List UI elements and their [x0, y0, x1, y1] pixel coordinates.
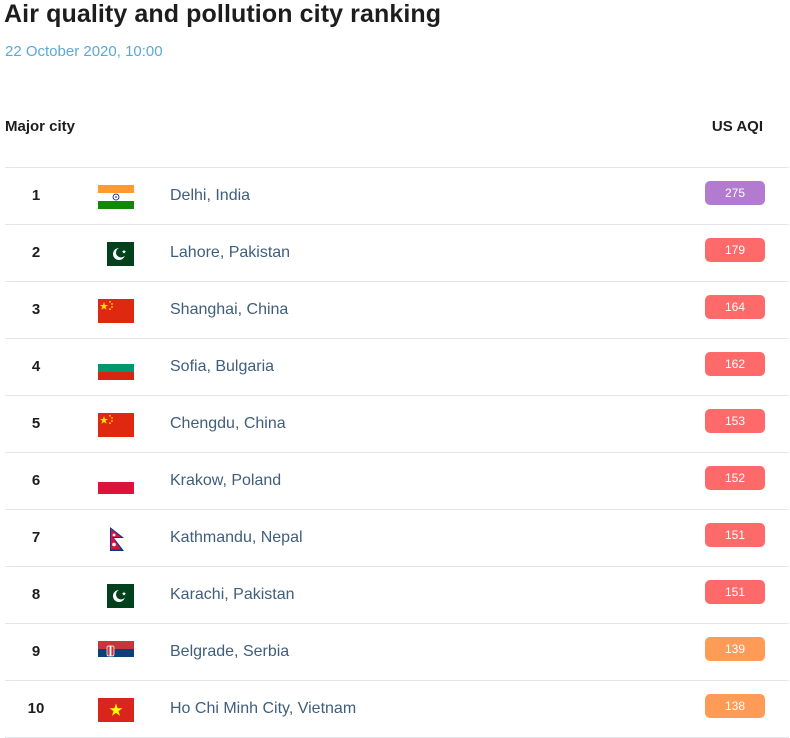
flag-pakistan-icon: [98, 584, 134, 608]
rank-number: 9: [31, 643, 41, 660]
flag-china-icon: [98, 413, 134, 437]
flag-vietnam-icon: [98, 698, 134, 722]
city-link[interactable]: Belgrade, Serbia: [170, 643, 290, 660]
flag-india-icon: [98, 185, 134, 209]
rank-number: 3: [31, 301, 41, 318]
aqi-badge: 275: [705, 181, 765, 205]
aqi-badge: 164: [705, 295, 765, 319]
city-link[interactable]: Ho Chi Minh City, Vietnam: [170, 700, 357, 717]
flag-pakistan-icon: [98, 242, 134, 266]
aqi-badge: 151: [705, 580, 765, 604]
aqi-badge: 162: [705, 352, 765, 376]
aqi-badge: 179: [705, 238, 765, 262]
city-link[interactable]: Krakow, Poland: [170, 472, 282, 489]
aqi-badge: 153: [705, 409, 765, 433]
rank-number: 10: [27, 700, 45, 717]
flag-bulgaria-icon: [98, 356, 134, 380]
table-row[interactable]: 6 Krakow, Poland 152: [5, 453, 789, 510]
flag-nepal-icon: [98, 527, 134, 551]
rank-number: 4: [31, 358, 41, 375]
city-link[interactable]: Sofia, Bulgaria: [170, 358, 275, 375]
city-link[interactable]: Delhi, India: [170, 187, 251, 204]
table-row[interactable]: 9 Belgrade, Serbia 139: [5, 624, 789, 681]
table-row[interactable]: 8 Karachi, Pakistan 151: [5, 567, 789, 624]
aqi-badge: 138: [705, 694, 765, 718]
column-header-city[interactable]: Major city: [5, 118, 76, 135]
city-link[interactable]: Karachi, Pakistan: [170, 586, 295, 603]
table-row[interactable]: 4 Sofia, Bulgaria 162: [5, 339, 789, 396]
city-link[interactable]: Lahore, Pakistan: [170, 244, 291, 261]
flag-poland-icon: [98, 470, 134, 494]
table-row[interactable]: 3 Shanghai, China 164: [5, 282, 789, 339]
aqi-badge: 152: [705, 466, 765, 490]
flag-serbia-icon: [98, 641, 134, 665]
table-row[interactable]: 7 Kathmandu, Nepal 151: [5, 510, 789, 567]
aqi-badge: 139: [705, 637, 765, 661]
city-link[interactable]: Shanghai, China: [170, 301, 289, 318]
rank-number: 1: [31, 187, 41, 204]
city-link[interactable]: Chengdu, China: [170, 415, 286, 432]
rank-number: 6: [31, 472, 41, 489]
rank-number: 5: [31, 415, 41, 432]
city-link[interactable]: Kathmandu, Nepal: [170, 529, 303, 546]
ranking-table: 1 Delhi, India 275 2 Lahore, Pakistan 179 3 Sha…: [5, 167, 789, 738]
rank-number: 2: [31, 244, 41, 261]
table-row[interactable]: 5 Chengdu, China 153: [5, 396, 789, 453]
page-title: Air quality and pollution city ranking: [4, 0, 442, 28]
table-row[interactable]: 1 Delhi, India 275: [5, 168, 789, 225]
rank-number: 8: [31, 586, 41, 603]
table-row[interactable]: 10 Ho Chi Minh City, Vietnam 138: [5, 681, 789, 738]
flag-china-icon: [98, 299, 134, 323]
column-header-aqi[interactable]: US AQI: [711, 118, 763, 135]
table-row[interactable]: 2 Lahore, Pakistan 179: [5, 225, 789, 282]
rank-number: 7: [31, 529, 41, 546]
timestamp: 22 October 2020, 10:00: [5, 43, 163, 60]
aqi-badge: 151: [705, 523, 765, 547]
